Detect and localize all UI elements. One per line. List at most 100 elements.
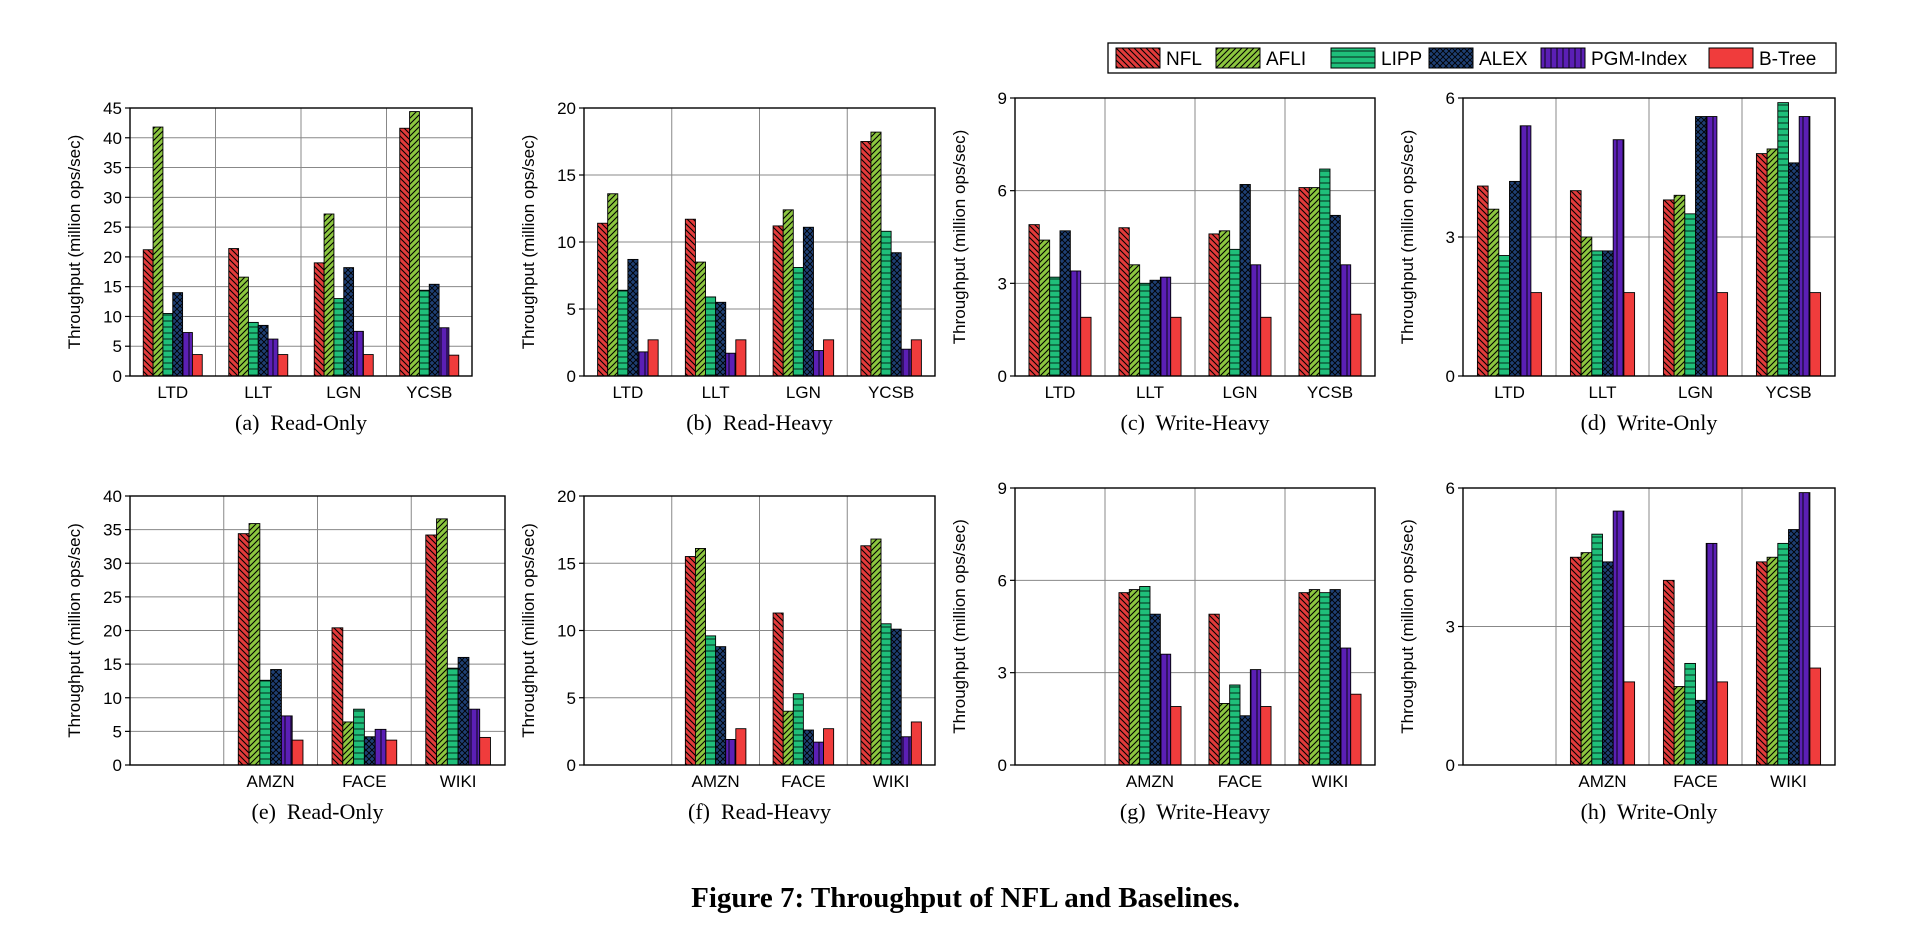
bar-lipp-wiki xyxy=(1319,592,1331,766)
legend-label: ALEX xyxy=(1479,49,1528,70)
bar-nfl-llt xyxy=(684,218,696,377)
bar-nfl-ltd xyxy=(1476,185,1489,377)
bar-nfl-ycsb xyxy=(860,141,872,377)
chart-panel: 0 3 6 9 AMZN FACE WIKI Throughput (million ops/… xyxy=(950,479,1376,824)
bar-alex-llt xyxy=(1149,279,1161,377)
bar-lipp-lgn xyxy=(1229,248,1241,377)
bar-b-tree-amzn xyxy=(291,739,304,766)
x-tick-label: YCSB xyxy=(1765,383,1811,402)
bar-pgm-index-ycsb xyxy=(1798,116,1811,377)
bar-lipp-face xyxy=(1684,662,1696,766)
bar-nfl-amzn xyxy=(1118,592,1130,766)
bar-pgm-index-lgn xyxy=(1249,264,1262,377)
bar-alex-lgn xyxy=(343,267,355,377)
bar-alex-amzn xyxy=(270,669,282,766)
x-tick-label: LGN xyxy=(1678,383,1713,402)
bar-pgm-index-wiki xyxy=(1339,647,1352,766)
bar-b-tree-lgn xyxy=(823,339,835,377)
bar-b-tree-wiki xyxy=(479,736,491,766)
bar-b-tree-lgn xyxy=(1260,316,1272,377)
bar-b-tree-ycsb xyxy=(1809,292,1822,377)
y-tick-label: 20 xyxy=(103,248,122,267)
bar-alex-ycsb xyxy=(1788,162,1800,377)
x-tick-label: FACE xyxy=(342,772,386,791)
x-tick-label: FACE xyxy=(1673,772,1717,791)
bar-nfl-lgn xyxy=(313,262,325,377)
bar-alex-lgn xyxy=(802,226,814,377)
bar-b-tree-ycsb xyxy=(448,354,460,377)
x-tick-label: LTD xyxy=(157,383,188,402)
y-tick-label: 9 xyxy=(998,89,1007,108)
bar-pgm-index-wiki xyxy=(900,736,912,766)
bar-alex-amzn xyxy=(1149,613,1161,766)
legend: NFL AFLI LIPP ALEX PGM-Index B-Tree xyxy=(1107,42,1837,74)
bar-lipp-amzn xyxy=(705,635,717,766)
axes-frame xyxy=(583,107,936,377)
bar-lipp-ltd xyxy=(617,289,629,377)
y-tick-label: 6 xyxy=(1446,89,1455,108)
y-tick-label: 40 xyxy=(103,129,122,148)
chart-panel: 0 3 6 AMZN FACE WIKI Throughput (million ops/s… xyxy=(1398,479,1836,824)
legend-item-pgm-index: PGM-Index xyxy=(1540,47,1688,70)
chart-panel: 0 5 10 15 20 25 30 35 40 45 LTD LLT LGN YCSB Throughpu… xyxy=(65,99,473,435)
bar-afli-llt xyxy=(1580,236,1593,377)
x-tick-label: LLT xyxy=(702,383,730,402)
bar-alex-amzn xyxy=(1602,561,1614,766)
y-tick-label: 10 xyxy=(103,689,122,708)
legend-swatch xyxy=(1540,47,1586,69)
legend-label: PGM-Index xyxy=(1591,49,1688,70)
bar-nfl-amzn xyxy=(237,533,250,766)
axes-frame xyxy=(583,495,936,766)
x-tick-label: FACE xyxy=(781,772,825,791)
bar-b-tree-lgn xyxy=(362,354,374,377)
y-tick-label: 6 xyxy=(998,571,1007,590)
bar-pgm-index-llt xyxy=(725,352,737,377)
bar-lipp-wiki xyxy=(880,623,892,766)
x-tick-label: WIKI xyxy=(440,772,477,791)
bar-lipp-ltd xyxy=(1498,255,1510,377)
y-tick-label: 30 xyxy=(103,554,122,573)
y-axis-label: Throughput (million ops/sec) xyxy=(65,523,84,737)
subplot-caption: (a) Read-Only xyxy=(235,410,367,435)
bar-nfl-wiki xyxy=(860,545,872,766)
bar-nfl-llt xyxy=(1569,190,1582,377)
x-tick-label: LLT xyxy=(244,383,272,402)
bar-afli-lgn xyxy=(323,213,335,377)
bar-lipp-ycsb xyxy=(880,230,892,377)
y-tick-label: 5 xyxy=(567,689,576,708)
bar-lipp-amzn xyxy=(1591,533,1603,766)
bar-lipp-ltd xyxy=(1049,276,1061,377)
subplot-caption: (f) Read-Heavy xyxy=(688,799,831,824)
bar-alex-amzn xyxy=(715,646,727,766)
y-tick-label: 35 xyxy=(103,521,122,540)
bar-pgm-index-ltd xyxy=(1069,270,1082,377)
bar-nfl-llt xyxy=(228,248,240,377)
y-tick-label: 0 xyxy=(567,367,576,386)
x-tick-label: LTD xyxy=(612,383,643,402)
y-tick-label: 35 xyxy=(103,159,122,178)
bar-pgm-index-amzn xyxy=(280,715,293,766)
y-tick-label: 0 xyxy=(1446,756,1455,775)
y-tick-label: 10 xyxy=(103,307,122,326)
bar-alex-llt xyxy=(257,324,269,377)
bar-b-tree-amzn xyxy=(735,728,747,766)
bar-alex-ltd xyxy=(1059,230,1071,377)
y-tick-label: 0 xyxy=(998,367,1007,386)
bar-b-tree-face xyxy=(1260,706,1272,766)
y-axis-label: Throughput (million ops/sec) xyxy=(1398,519,1417,733)
y-tick-label: 15 xyxy=(103,655,122,674)
bar-alex-face xyxy=(802,729,814,766)
bar-b-tree-ltd xyxy=(647,339,659,377)
bar-lipp-lgn xyxy=(333,298,345,377)
bar-afli-ltd xyxy=(1487,208,1500,377)
bar-lipp-ycsb xyxy=(1319,168,1331,377)
legend-label: AFLI xyxy=(1266,49,1306,70)
bar-b-tree-amzn xyxy=(1623,681,1636,766)
y-tick-label: 3 xyxy=(1446,618,1455,637)
y-tick-label: 0 xyxy=(113,367,122,386)
bar-pgm-index-ycsb xyxy=(438,327,450,377)
bar-nfl-ycsb xyxy=(1298,187,1310,377)
bar-b-tree-wiki xyxy=(910,721,922,766)
bar-alex-ltd xyxy=(172,292,184,377)
